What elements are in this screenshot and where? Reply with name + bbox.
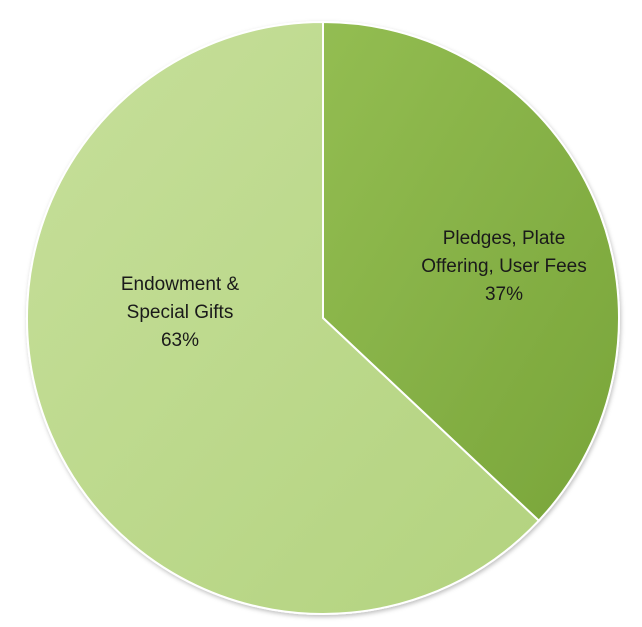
slice-label-0: Pledges, Plate Offering, User Fees 37% [421,228,586,305]
pie-slices [26,20,620,615]
slice-label-1: Endowment & Special Gifts 63% [121,274,240,351]
slice-label-1-line-2: 63% [161,330,199,351]
slice-label-1-line-0: Endowment & [121,274,240,295]
slice-label-0-line-1: Offering, User Fees [421,256,586,277]
pie-slice-1 [26,20,541,615]
slice-label-1-line-1: Special Gifts [127,302,234,323]
slice-label-0-line-2: 37% [485,284,523,305]
slice-label-0-line-0: Pledges, Plate [443,228,566,249]
slice-labels: Pledges, Plate Offering, User Fees 37% Endo… [121,228,587,351]
pie-slice-0 [322,20,620,523]
